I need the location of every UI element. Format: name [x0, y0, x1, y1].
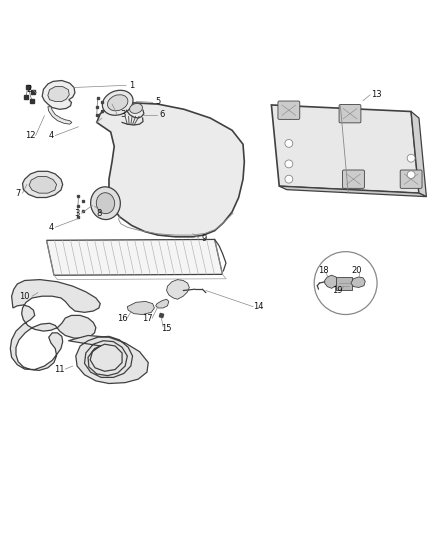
Polygon shape: [166, 280, 189, 299]
Polygon shape: [48, 107, 72, 124]
FancyBboxPatch shape: [400, 170, 422, 188]
Polygon shape: [155, 299, 169, 308]
FancyBboxPatch shape: [339, 104, 361, 123]
Circle shape: [314, 252, 377, 314]
Polygon shape: [22, 171, 63, 198]
Polygon shape: [68, 335, 148, 384]
Polygon shape: [127, 302, 154, 314]
Polygon shape: [351, 277, 365, 287]
Circle shape: [285, 140, 293, 147]
Text: 1: 1: [129, 81, 134, 90]
Circle shape: [407, 171, 415, 179]
Polygon shape: [42, 80, 75, 109]
Circle shape: [407, 154, 415, 162]
Ellipse shape: [107, 95, 128, 111]
FancyBboxPatch shape: [336, 277, 352, 290]
Text: 8: 8: [96, 209, 102, 218]
Text: 15: 15: [161, 324, 172, 333]
Text: 9: 9: [201, 233, 206, 243]
Text: 14: 14: [253, 302, 264, 311]
Text: 3: 3: [120, 110, 126, 119]
Polygon shape: [97, 103, 244, 237]
Text: 10: 10: [19, 292, 30, 301]
Polygon shape: [272, 105, 419, 193]
Polygon shape: [11, 280, 100, 370]
Polygon shape: [46, 239, 223, 275]
Text: 18: 18: [318, 266, 328, 276]
FancyBboxPatch shape: [343, 170, 364, 188]
Text: 5: 5: [155, 97, 160, 106]
FancyBboxPatch shape: [278, 101, 300, 119]
Ellipse shape: [96, 193, 115, 214]
Text: 7: 7: [15, 189, 21, 198]
Text: 12: 12: [25, 131, 35, 140]
Polygon shape: [411, 111, 426, 197]
Circle shape: [285, 175, 293, 183]
Text: 17: 17: [141, 313, 152, 322]
Text: 3: 3: [74, 209, 80, 218]
Ellipse shape: [91, 187, 120, 220]
Text: 20: 20: [351, 266, 362, 276]
Ellipse shape: [130, 103, 142, 114]
Circle shape: [285, 160, 293, 168]
Text: 4: 4: [48, 223, 53, 232]
Text: 13: 13: [371, 90, 381, 99]
Ellipse shape: [102, 90, 133, 115]
Text: 19: 19: [332, 286, 343, 295]
Text: 11: 11: [54, 365, 65, 374]
Text: 2: 2: [26, 85, 32, 94]
Text: 6: 6: [159, 110, 165, 119]
Text: 4: 4: [48, 131, 53, 140]
Polygon shape: [48, 87, 69, 101]
Polygon shape: [325, 275, 338, 288]
Text: 16: 16: [117, 313, 127, 322]
Polygon shape: [29, 176, 57, 193]
Polygon shape: [279, 186, 426, 197]
